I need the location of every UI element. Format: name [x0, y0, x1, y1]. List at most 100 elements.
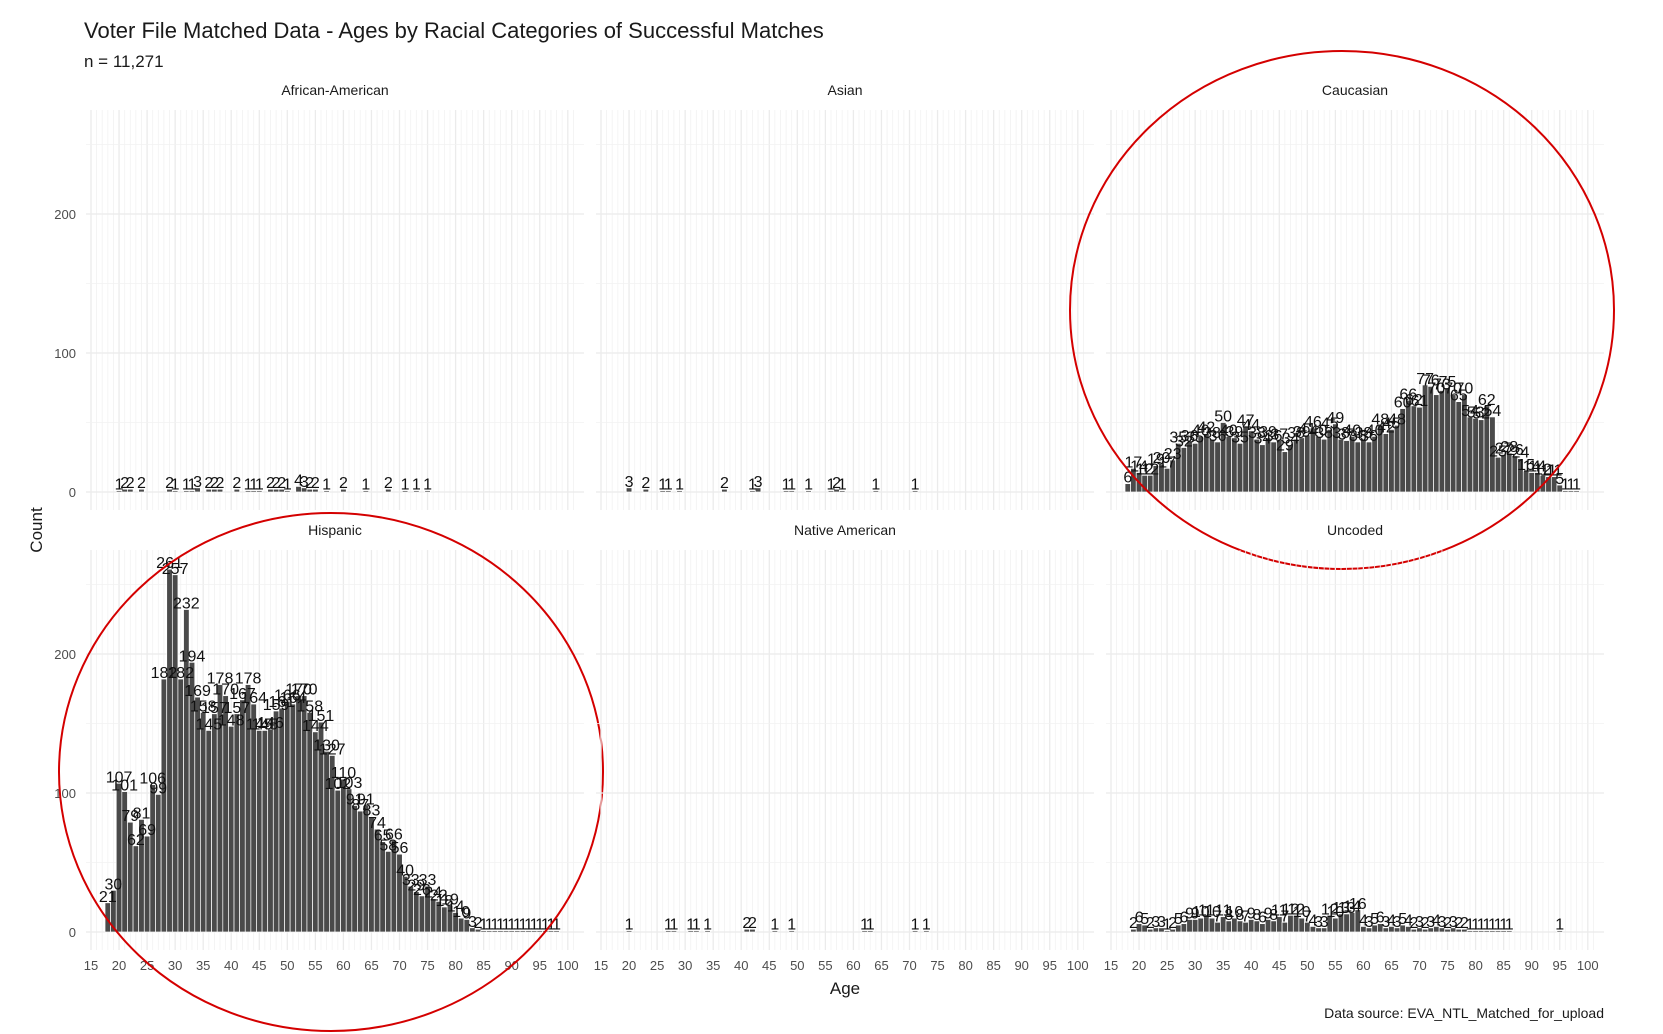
data-label: 1: [423, 477, 432, 494]
data-label: 1: [1482, 917, 1491, 934]
bar: [1163, 468, 1171, 493]
x-tick-label: 95: [1553, 958, 1567, 973]
data-label: 38: [1287, 425, 1305, 442]
bar: [284, 490, 291, 493]
bar: [222, 695, 229, 933]
x-tick-label: 85: [476, 958, 490, 973]
data-label: 169: [184, 683, 211, 700]
data-label: 6: [1258, 910, 1267, 927]
data-label: 2: [272, 475, 281, 492]
bar: [205, 730, 212, 933]
bar: [250, 703, 257, 933]
bar: [149, 784, 156, 933]
facet-strip-caucasian: Caucasian: [1322, 82, 1388, 98]
data-label: 2: [1454, 915, 1463, 932]
data-label: 166: [274, 687, 301, 704]
data-label: 5: [1398, 911, 1407, 928]
highlight-circle-caucasian: [1069, 50, 1615, 570]
data-label: 10: [1293, 904, 1311, 921]
data-label: 6: [1179, 910, 1188, 927]
data-label: 99: [149, 780, 167, 797]
data-label: 70: [1455, 381, 1473, 398]
data-label: 1: [911, 917, 920, 934]
bar: [261, 730, 269, 933]
data-label: 38: [1332, 425, 1350, 442]
data-label: 10: [1326, 904, 1344, 921]
data-label: 11: [1198, 903, 1215, 920]
data-label: 145: [252, 716, 279, 733]
bar: [721, 488, 728, 493]
data-label: 1: [787, 477, 796, 494]
x-tick-label: 45: [762, 958, 776, 973]
data-label: 12: [1534, 461, 1552, 478]
bar: [362, 490, 370, 493]
data-label: 3: [1314, 914, 1323, 931]
data-label: 40: [1366, 422, 1384, 439]
data-label: 10: [1226, 904, 1244, 921]
data-label: 1: [866, 917, 875, 934]
data-label: 22: [430, 887, 448, 904]
x-tick-label: 65: [874, 958, 888, 973]
facet-strip-uncoded: Uncoded: [1327, 522, 1383, 538]
data-label: 1: [412, 477, 421, 494]
data-label: 50: [1214, 409, 1232, 426]
data-label: 10: [452, 904, 470, 921]
data-label: 13: [1332, 900, 1350, 917]
data-label: 33: [402, 872, 420, 889]
x-tick-label: 35: [1216, 958, 1230, 973]
data-label: 14: [1130, 459, 1148, 476]
data-label: 45: [1321, 415, 1339, 432]
y-tick-label: 200: [54, 647, 76, 662]
data-label: 83: [363, 803, 381, 820]
bar: [155, 794, 162, 933]
data-label: 4: [1308, 912, 1317, 929]
data-label: 39: [1293, 424, 1311, 441]
x-tick-label: 60: [846, 958, 860, 973]
bar: [642, 488, 650, 493]
data-label: 170: [285, 682, 312, 699]
bar: [1466, 416, 1474, 493]
bar: [1298, 437, 1305, 493]
x-tick-label: 40: [734, 958, 748, 973]
data-label: 5: [1140, 911, 1149, 928]
bar: [1393, 424, 1401, 493]
data-label: 3: [1437, 914, 1446, 931]
bar: [1343, 440, 1350, 493]
bar: [1388, 429, 1395, 493]
x-tick-label: 25: [1160, 958, 1174, 973]
x-tick-label: 20: [112, 958, 126, 973]
data-label: 1: [625, 917, 634, 934]
bar: [1365, 441, 1373, 493]
data-label: 73: [1433, 377, 1451, 394]
data-label: 107: [106, 769, 133, 786]
facet-caucasian: Caucasian6171412121920172335323635404238…: [1069, 50, 1615, 570]
data-label: 62: [1405, 392, 1423, 409]
x-tick-label: 95: [533, 958, 547, 973]
data-label: 1: [507, 917, 516, 934]
data-label: 47: [1237, 413, 1255, 430]
data-label: 1: [922, 917, 931, 934]
data-label: 1: [479, 917, 488, 934]
data-label: 9: [1264, 905, 1273, 922]
data-label: 7: [1303, 908, 1312, 925]
bar: [1506, 930, 1513, 933]
data-label: 1: [827, 477, 836, 494]
data-label: 3: [1365, 914, 1374, 931]
bar: [256, 730, 263, 933]
bar: [1556, 930, 1563, 933]
bar: [401, 490, 409, 493]
data-label: 62: [127, 832, 145, 849]
data-label: 101: [111, 778, 138, 795]
bar: [115, 782, 123, 933]
data-label: 1: [692, 917, 701, 934]
data-label: 37: [1338, 427, 1356, 444]
bar: [1416, 406, 1423, 493]
data-label: 2: [641, 475, 650, 492]
data-label: 106: [139, 771, 166, 788]
bar: [1315, 436, 1322, 493]
bar: [284, 700, 291, 933]
data-label: 1: [686, 917, 695, 934]
